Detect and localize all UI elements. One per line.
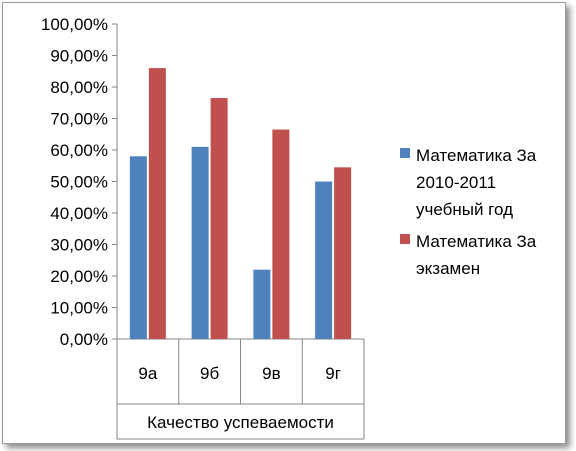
category-label: 9г [325,364,341,383]
y-tick-label: 0,00% [60,330,108,349]
y-tick-label: 30,00% [50,236,108,255]
bar [148,68,166,339]
y-tick-label: 80,00% [50,78,108,97]
legend-swatch [400,234,410,244]
bar [272,129,290,339]
legend-label: Математика За [416,232,537,251]
y-tick-label: 10,00% [50,299,108,318]
legend-label: экзамен [416,259,480,278]
x-axis-group-label: Качество успеваемости [147,413,334,432]
category-label: 9а [138,364,157,383]
legend-label: учебный год [416,200,513,219]
category-label: 9б [200,364,219,383]
bar [129,156,147,339]
y-axis-ticks: 0,00% 10,00% 20,00% 30,00% 40,00% 50,00% 60,00… [41,15,117,349]
y-tick-label: 40,00% [50,204,108,223]
y-tick-label: 100,00% [41,15,108,34]
legend-label: 2010-2011 [416,173,496,192]
category-label: 9в [262,364,281,383]
y-tick-label: 20,00% [50,267,108,286]
y-tick-label: 60,00% [50,141,108,160]
bar [334,167,352,339]
chart-bars [129,68,352,340]
x-axis-categories: 9а 9б 9в 9г [138,364,341,383]
bar [253,269,271,339]
y-tick-label: 70,00% [50,110,108,129]
y-tick-label: 90,00% [50,47,108,66]
bar [315,181,333,339]
legend-swatch [400,148,410,158]
chart-legend: Математика За 2010-2011 учебный год Математ… [400,146,537,278]
bar [210,98,228,340]
bar [191,146,209,339]
legend-label: Математика За [416,146,537,165]
y-tick-label: 50,00% [50,173,108,192]
